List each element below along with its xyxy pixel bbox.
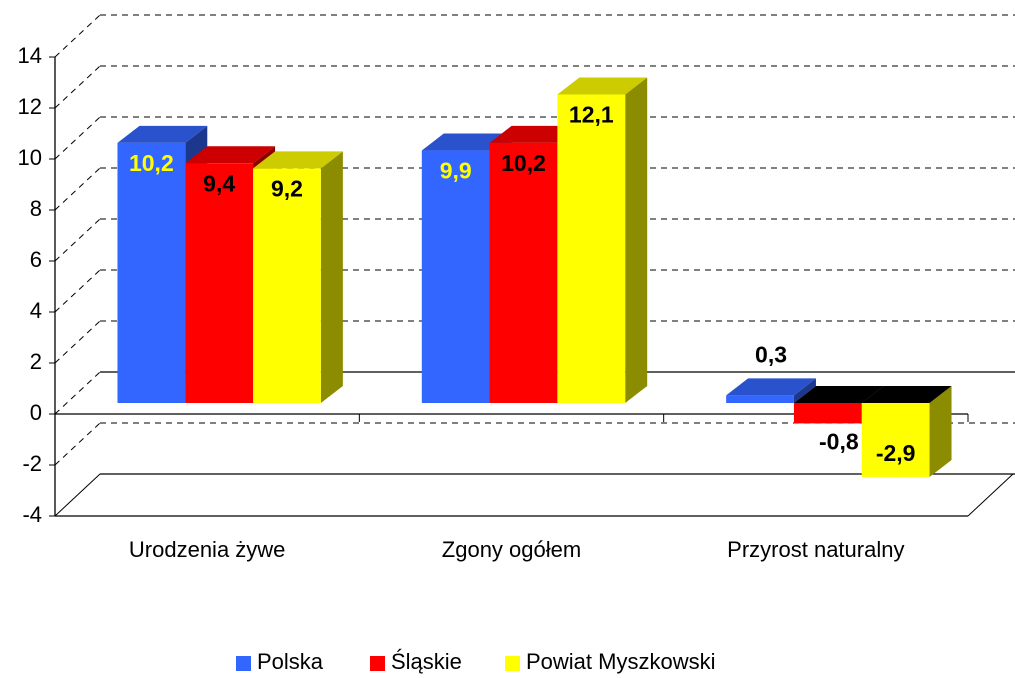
bar-side xyxy=(625,77,648,403)
value-label: 12,1 xyxy=(569,102,614,128)
bar xyxy=(421,150,490,403)
bar xyxy=(726,395,794,403)
bar xyxy=(861,403,930,477)
y-tick-label: 10 xyxy=(18,145,42,170)
bar-top xyxy=(117,125,208,143)
grid-diagonal xyxy=(54,65,101,109)
value-label: 9,4 xyxy=(203,170,235,196)
value-label: 10,2 xyxy=(129,150,174,176)
grid-diagonal xyxy=(54,14,101,58)
grid-diagonal xyxy=(54,473,101,517)
bar-top xyxy=(861,386,952,403)
y-tick-label: 2 xyxy=(30,349,42,374)
legend-label: Polska xyxy=(257,649,324,674)
y-tick-label: 12 xyxy=(18,94,42,119)
grid-diagonal xyxy=(54,269,101,313)
bar-top xyxy=(557,77,648,95)
grid-diagonal xyxy=(54,167,101,211)
legend-label: Śląskie xyxy=(391,649,462,674)
value-label: -0,8 xyxy=(819,428,859,454)
bar-side xyxy=(793,378,816,403)
legend-label: Powiat Myszkowski xyxy=(526,649,715,674)
x-tick-label: Przyrost naturalny xyxy=(727,537,904,562)
bar-top xyxy=(253,151,343,169)
y-tick-label: 14 xyxy=(18,43,42,68)
bar-side xyxy=(320,151,343,403)
y-tick-label: 4 xyxy=(30,298,42,323)
bar xyxy=(557,94,626,403)
bar-top xyxy=(185,146,276,164)
x-tick-label: Zgony ogółem xyxy=(442,537,581,562)
y-tick-label: 8 xyxy=(30,196,42,221)
grid-diagonal xyxy=(54,371,101,415)
legend-swatch xyxy=(505,656,520,671)
bar xyxy=(489,142,558,403)
bar-top xyxy=(489,125,580,143)
bar xyxy=(117,142,186,403)
grid-diagonal xyxy=(54,218,101,262)
floor-right xyxy=(967,473,1014,517)
x-tick-label: Urodzenia żywe xyxy=(129,537,286,562)
value-label: 9,2 xyxy=(271,175,303,201)
bar-top xyxy=(793,386,884,403)
legend-swatch xyxy=(236,656,251,671)
value-label: 9,9 xyxy=(440,158,472,184)
bar xyxy=(185,163,254,403)
legend-swatch xyxy=(370,656,385,671)
bar-side xyxy=(929,386,952,477)
grid-diagonal xyxy=(54,422,101,466)
y-tick-label: 6 xyxy=(30,247,42,272)
grid-diagonal xyxy=(54,320,101,364)
bar xyxy=(793,403,862,424)
bar-top xyxy=(726,378,816,396)
bar xyxy=(253,168,321,403)
value-label: -2,9 xyxy=(876,440,916,466)
y-tick-label: -2 xyxy=(22,451,42,476)
y-tick-label: -4 xyxy=(22,502,42,527)
value-label: 0,3 xyxy=(755,341,787,367)
value-label: 10,2 xyxy=(501,150,546,176)
bar-top xyxy=(421,133,512,151)
y-tick-label: 0 xyxy=(30,400,42,425)
grid-diagonal xyxy=(54,116,101,160)
